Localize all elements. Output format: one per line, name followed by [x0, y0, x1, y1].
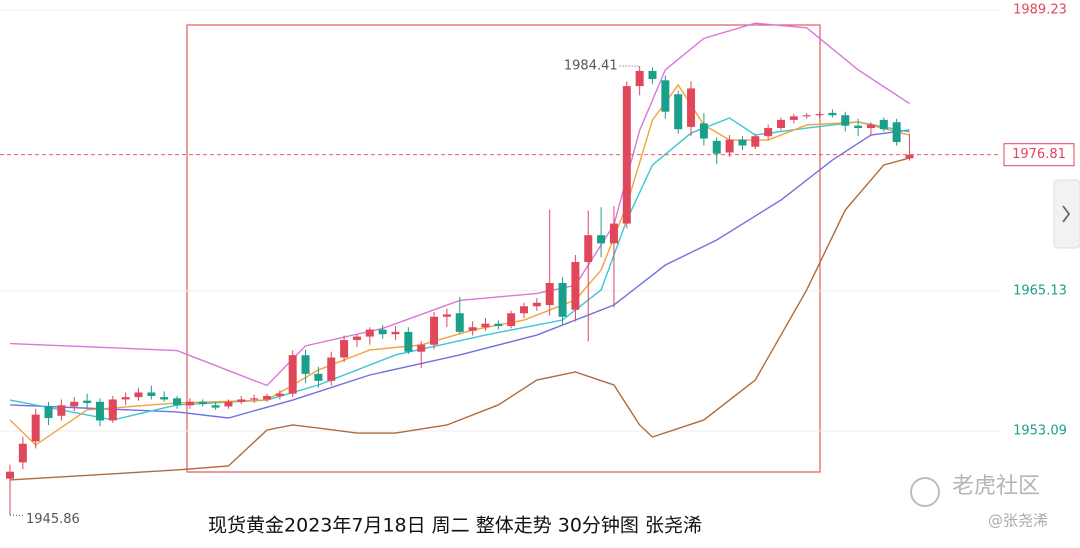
candle-body	[237, 399, 246, 402]
candle-body	[18, 443, 27, 463]
caption: 现货黄金2023年7月18日 周二 整体走势 30分钟图 张尧浠	[208, 515, 702, 537]
candle-body	[802, 115, 811, 117]
candle-body	[288, 355, 297, 394]
candle-body	[6, 471, 14, 479]
candle-body	[841, 115, 850, 126]
y-tick-label: 1989.23	[1013, 3, 1067, 18]
y-tick-label: 1953.09	[1013, 424, 1067, 439]
candle-body	[481, 323, 490, 328]
candle-body	[417, 344, 426, 352]
side-toggle[interactable]	[1053, 179, 1080, 249]
candle-body	[365, 329, 374, 337]
candle-body	[764, 128, 773, 137]
last-price-label: 1976.81	[1012, 147, 1066, 162]
candle-body	[134, 392, 143, 398]
candle-body	[70, 401, 79, 407]
candle-body	[661, 80, 670, 112]
indicator-line	[9, 83, 910, 446]
candle-body	[275, 393, 284, 396]
candle-body	[224, 401, 233, 407]
candle-body	[609, 223, 618, 244]
low-label: 1945.86	[26, 512, 80, 527]
candle-body	[95, 401, 104, 421]
candle-body	[725, 139, 734, 153]
candle-body	[301, 355, 310, 374]
candle-body	[147, 392, 156, 396]
candle-body	[352, 336, 361, 341]
candle-body	[635, 70, 644, 87]
candle-body	[160, 397, 169, 400]
watermark: 老虎社区 @张尧浠	[910, 474, 1048, 530]
indicator-line	[9, 22, 910, 387]
watermark-handle: @张尧浠	[988, 512, 1048, 530]
candle-body	[879, 119, 888, 130]
candle-body	[185, 401, 194, 406]
candle-body	[828, 112, 837, 116]
indicator-line	[9, 157, 910, 481]
candle-body	[173, 398, 182, 406]
highlight-box	[186, 24, 821, 473]
candle-body	[121, 397, 130, 400]
candle-body	[211, 405, 220, 408]
indicator-line	[9, 117, 910, 421]
candle-body	[648, 70, 657, 80]
candle-body	[57, 405, 66, 416]
candle-body	[687, 88, 696, 127]
y-tick-label: 1965.13	[1013, 283, 1067, 298]
candle-body	[520, 306, 528, 314]
candle-body	[198, 401, 207, 405]
candle-body	[558, 282, 567, 317]
candle-body	[545, 282, 554, 306]
candle-body	[751, 136, 760, 147]
candle-body	[674, 94, 683, 130]
candle-body	[340, 340, 349, 358]
last-price-box	[1003, 143, 1075, 167]
candle-body	[494, 323, 503, 327]
candle-body	[699, 123, 708, 139]
candle-body	[892, 122, 901, 143]
candle-body	[391, 331, 400, 335]
candle-body	[31, 414, 40, 442]
candle-body	[815, 114, 824, 116]
candle-body	[108, 399, 117, 421]
candle-body	[44, 406, 53, 419]
candle-body	[532, 302, 541, 307]
candle-body	[314, 373, 323, 381]
indicator-line	[9, 129, 910, 419]
candle-body	[738, 139, 747, 146]
candle-body	[905, 154, 914, 159]
candle-body	[430, 316, 439, 345]
candle-body	[507, 313, 516, 327]
side-toggle-icon	[1062, 205, 1071, 223]
candle-body	[777, 119, 785, 129]
candle-body	[83, 400, 92, 403]
candle-body	[712, 140, 721, 154]
candle-body	[442, 314, 451, 317]
candle-body	[250, 398, 259, 400]
candle-body	[404, 331, 413, 352]
candle-body	[597, 235, 606, 244]
candle-body	[327, 357, 336, 381]
candle-body	[378, 329, 387, 335]
candle-body	[468, 327, 477, 331]
candle-body	[263, 395, 271, 400]
candle-body	[571, 262, 580, 310]
watermark-text: 老虎社区	[952, 474, 1040, 499]
candle-body	[584, 235, 593, 263]
candle-body	[789, 116, 798, 120]
high-label: 1984.41	[564, 59, 618, 74]
candle-body	[866, 124, 875, 129]
candle-body	[455, 313, 464, 332]
candle-body	[854, 125, 863, 129]
